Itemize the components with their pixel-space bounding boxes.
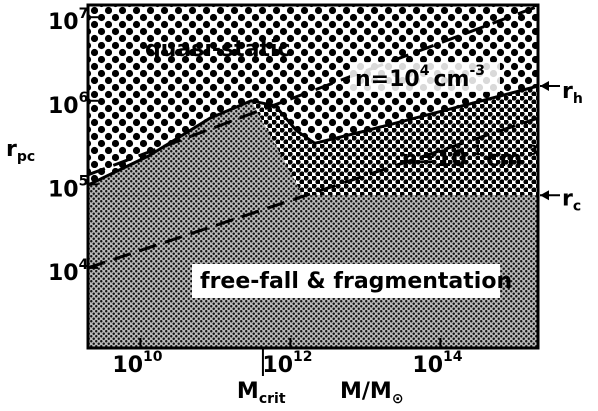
- region-label-part: free-fall & fragmentation: [200, 269, 512, 294]
- x-tick-label-part: 12: [293, 349, 312, 365]
- x-tick-label: 1012: [262, 349, 312, 378]
- label-box: [192, 264, 500, 298]
- y-tick-label: 107: [48, 6, 88, 35]
- x-tick-label-part: 10: [112, 353, 143, 378]
- line-label-part: n=10: [402, 147, 467, 172]
- mcrit-label-part: M: [237, 379, 259, 404]
- line-label-part: 4: [420, 63, 430, 79]
- y-tick-label-part: 10: [48, 94, 79, 119]
- series-label: rh: [562, 79, 583, 107]
- mcrit-label: Mcrit: [237, 379, 286, 407]
- line-label-part: cm: [433, 67, 469, 92]
- line-label-part: -1: [467, 143, 483, 159]
- mcrit-label-part: crit: [259, 391, 286, 407]
- arrow-head: [540, 190, 549, 201]
- x-axis-label-part: M/M: [340, 379, 392, 404]
- lines: [87, 4, 539, 376]
- plot-frame: [86, 3, 540, 350]
- y-tick-label-part: 7: [79, 6, 89, 22]
- region-label: free-fall & fragmentation: [200, 269, 512, 294]
- y-tick-label-part: 10: [48, 177, 79, 202]
- line-label-part: n=10: [355, 67, 420, 92]
- line-label-part: cm: [486, 147, 522, 172]
- x-tick-label-part: 10: [143, 349, 163, 365]
- line-label-part: -3: [522, 143, 538, 159]
- x-axis-label: M/M⊙: [340, 379, 404, 407]
- series-label-part: c: [573, 198, 581, 214]
- x-tick-label: 1010: [112, 349, 162, 378]
- line-label-part: -3: [469, 63, 485, 79]
- x-axis-label-part: ⊙: [392, 391, 404, 407]
- region-label-part: quasi-static: [145, 37, 291, 62]
- series-line: [87, 116, 539, 270]
- y-tick-label-part: 10: [48, 261, 79, 286]
- arrow-head: [540, 81, 549, 92]
- y-tick-label: 104: [48, 257, 89, 286]
- x-tick-label-part: 14: [443, 349, 463, 365]
- series-label: rc: [562, 186, 581, 214]
- y-tick-label-part: 10: [48, 10, 79, 35]
- region-label: quasi-static: [145, 37, 291, 62]
- series-label-part: r: [562, 79, 573, 104]
- x-tick-label: 1014: [412, 349, 462, 378]
- y-tick-label: 105: [48, 173, 88, 202]
- series-line: [87, 84, 539, 187]
- y-axis-label-part: r: [6, 137, 17, 162]
- y-axis-label: rpc: [6, 137, 35, 165]
- label-box: [350, 62, 500, 92]
- line-label: n=104 cm-3: [355, 63, 485, 92]
- y-tick-label-part: 6: [79, 90, 89, 106]
- x-tick-label-part: 10: [262, 353, 293, 378]
- line-label: n=10-1 cm-3: [402, 143, 538, 172]
- x-tick-label-part: 10: [412, 353, 443, 378]
- series-label-part: h: [573, 91, 583, 107]
- y-tick-label-part: 4: [79, 257, 89, 273]
- y-tick-label: 106: [48, 90, 88, 119]
- series-label-part: r: [562, 186, 573, 211]
- y-axis-label-part: pc: [17, 149, 35, 165]
- y-tick-label-part: 5: [79, 173, 89, 189]
